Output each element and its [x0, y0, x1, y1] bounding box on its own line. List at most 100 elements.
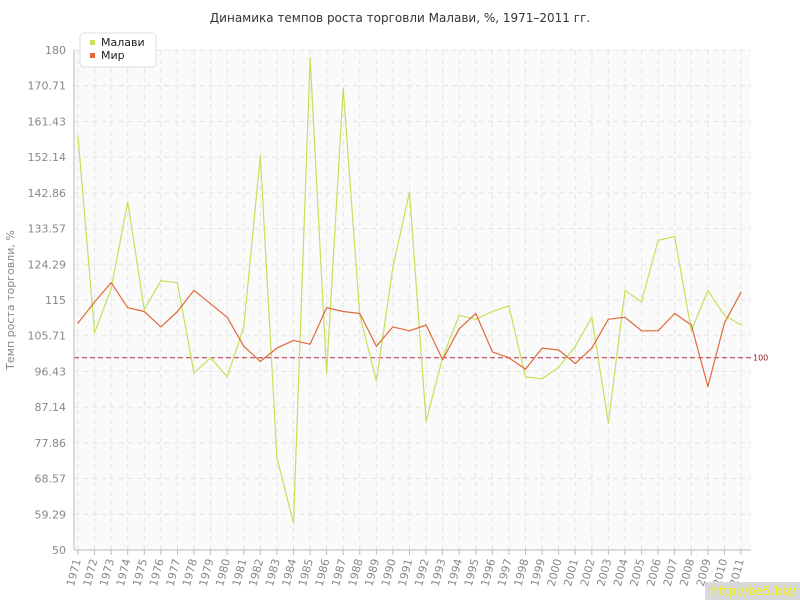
data-point	[276, 457, 278, 459]
data-point	[558, 366, 560, 368]
x-tick-labels: 1971197219731974197519761977197819791980…	[64, 550, 747, 588]
legend-swatch	[90, 40, 95, 45]
data-point	[624, 289, 626, 291]
y-tick-label: 59.29	[35, 508, 67, 521]
data-point	[508, 305, 510, 307]
data-point	[326, 372, 328, 374]
reference-line-label: 100	[753, 354, 768, 363]
legend-swatch	[90, 53, 95, 58]
data-point	[475, 312, 477, 315]
data-point	[77, 322, 79, 324]
data-point	[591, 316, 593, 318]
data-point	[707, 289, 709, 291]
data-point	[458, 328, 460, 330]
data-point	[690, 324, 692, 326]
data-point	[558, 349, 560, 351]
data-point	[524, 368, 527, 370]
data-point	[640, 301, 643, 303]
data-point	[309, 343, 311, 345]
data-point	[591, 347, 593, 349]
y-tick-label: 87.14	[35, 401, 67, 414]
data-point	[210, 357, 212, 359]
data-point	[160, 326, 162, 328]
data-point	[740, 291, 742, 293]
watermark[interactable]: http://be5.biz/	[705, 582, 800, 600]
data-point	[127, 307, 129, 309]
y-tick-label: 180	[45, 44, 66, 57]
y-tick-label: 161.43	[28, 115, 67, 128]
data-point	[408, 330, 411, 332]
y-tick-label: 115	[45, 294, 66, 307]
data-point	[110, 282, 112, 284]
data-point	[690, 330, 692, 332]
data-point	[93, 332, 96, 334]
data-point	[193, 289, 195, 291]
y-tick-label: 142.86	[28, 187, 67, 200]
data-point	[723, 322, 726, 324]
data-point	[574, 362, 576, 365]
y-tick-label: 68.57	[35, 473, 67, 486]
data-point	[243, 345, 245, 347]
legend-label: Малави	[101, 36, 145, 49]
data-point	[292, 522, 295, 524]
data-point	[226, 316, 228, 318]
data-point	[359, 312, 361, 315]
y-tick-label: 77.86	[35, 437, 67, 450]
y-tick-label: 50	[52, 544, 66, 557]
data-point	[491, 351, 493, 353]
data-point	[143, 309, 145, 311]
data-point	[110, 287, 112, 290]
data-point	[657, 239, 659, 241]
data-point	[210, 303, 212, 305]
data-point	[342, 87, 344, 90]
series-group	[77, 57, 742, 524]
data-point	[309, 57, 311, 59]
data-point	[326, 307, 328, 309]
y-tick-label: 96.43	[35, 365, 67, 378]
data-point	[640, 330, 643, 332]
data-point	[674, 312, 676, 315]
data-point	[707, 385, 709, 388]
y-tick-label: 133.57	[28, 223, 67, 236]
data-point	[458, 314, 460, 316]
data-point	[243, 326, 245, 328]
reference-line-group: 100	[74, 354, 768, 363]
data-point	[425, 420, 427, 422]
data-point	[375, 345, 377, 347]
data-point	[292, 339, 295, 341]
y-tick-label: 152.14	[28, 151, 67, 164]
data-point	[425, 324, 427, 326]
data-point	[342, 310, 344, 313]
data-point	[226, 376, 228, 378]
data-point	[723, 314, 726, 316]
data-point	[475, 318, 477, 320]
y-axis-label: Темп роста торговли, %	[4, 230, 17, 371]
data-point	[375, 380, 377, 382]
data-point	[541, 378, 543, 380]
legend-box	[79, 32, 157, 68]
data-point	[77, 135, 79, 138]
data-point	[160, 280, 162, 282]
y-tick-label: 105.71	[28, 330, 67, 343]
data-point	[607, 422, 610, 424]
data-point	[657, 330, 659, 332]
data-point	[143, 310, 145, 313]
data-point	[491, 310, 493, 313]
data-point	[607, 318, 610, 320]
data-point	[740, 324, 742, 326]
data-point	[524, 376, 527, 378]
data-point	[259, 360, 261, 363]
data-point	[193, 372, 195, 374]
data-point	[259, 155, 261, 157]
data-point	[674, 235, 676, 238]
data-point	[442, 359, 444, 361]
y-tick-label: 124.29	[28, 258, 67, 271]
data-point	[93, 301, 96, 303]
chart-title: Динамика темпов роста торговли Малави, %…	[210, 11, 590, 25]
data-point	[127, 201, 129, 203]
data-point	[508, 357, 510, 359]
data-point	[176, 310, 179, 313]
data-point	[408, 191, 411, 193]
